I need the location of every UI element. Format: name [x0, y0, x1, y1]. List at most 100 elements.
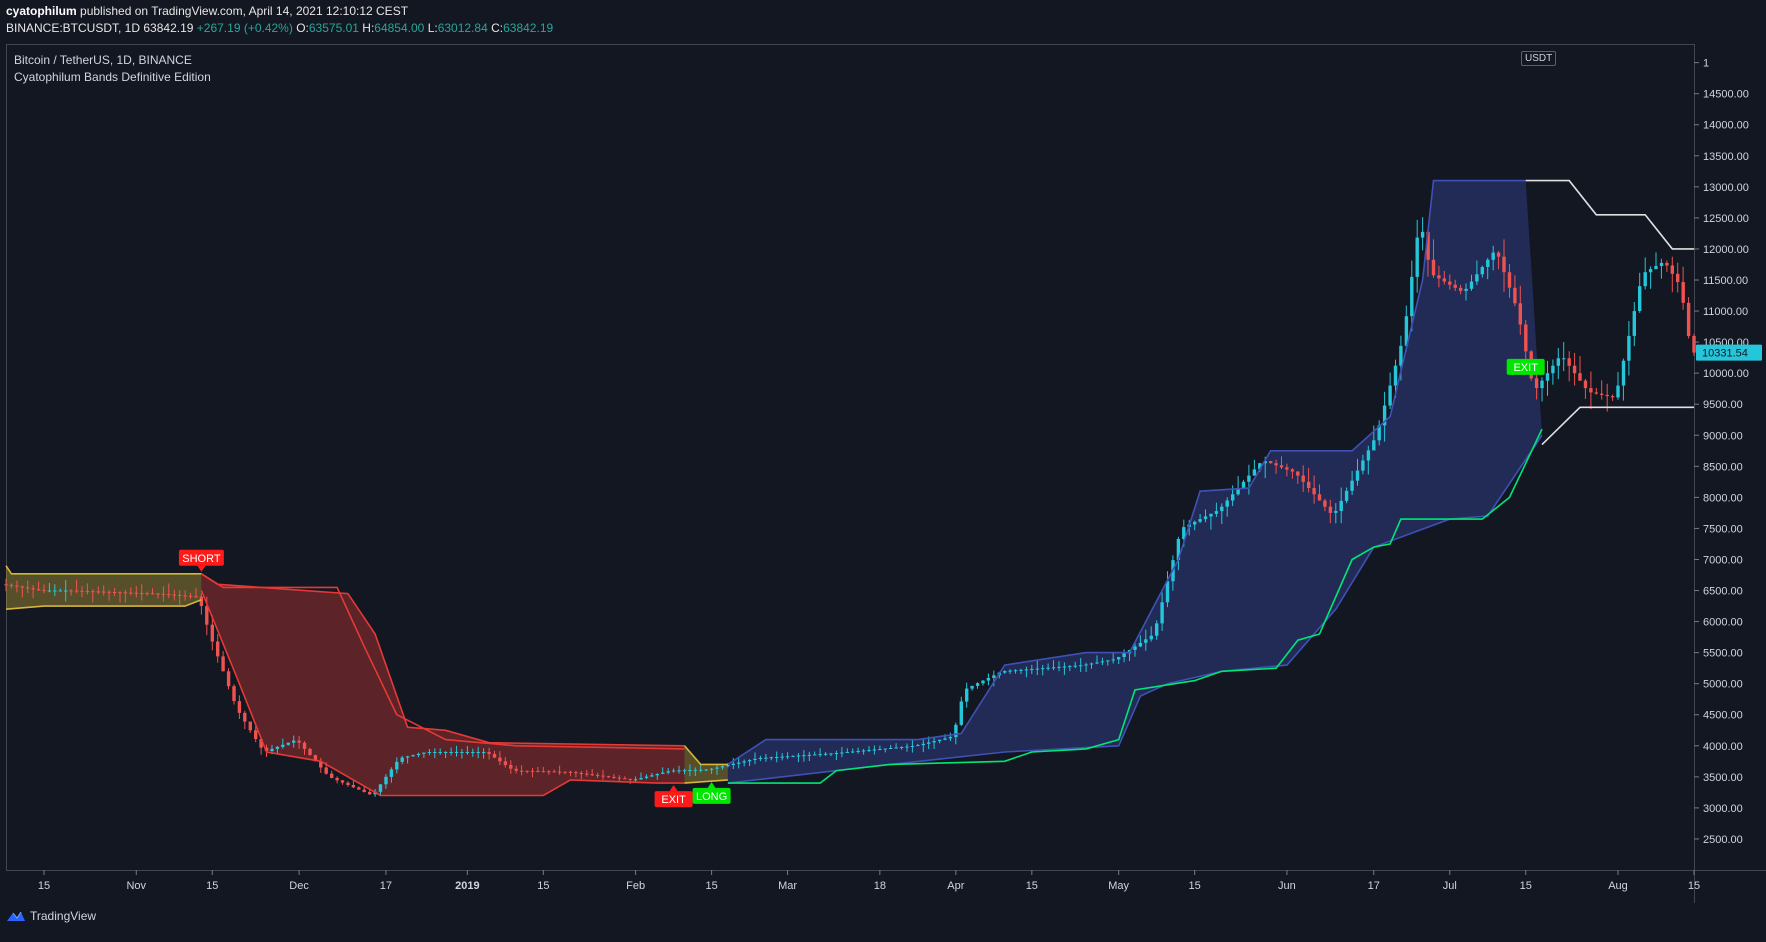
candle-body: [1111, 659, 1115, 661]
candle-body: [1106, 660, 1110, 662]
candle-body: [64, 590, 68, 592]
footer-brand[interactable]: TradingView: [30, 909, 97, 923]
price-unit-label[interactable]: USDT: [1521, 51, 1557, 66]
candle-body: [731, 763, 735, 765]
candle-body: [449, 752, 453, 753]
candle-body: [1556, 358, 1560, 366]
candle-body: [1079, 665, 1083, 667]
candle-body: [747, 760, 752, 762]
candle-body: [563, 771, 567, 773]
candle-body: [709, 768, 714, 770]
x-tick-label: Feb: [626, 880, 645, 892]
y-tick-label-partial: 1: [1703, 58, 1709, 70]
candle-body: [595, 774, 600, 776]
candle-body: [1393, 365, 1398, 386]
candle-body: [1241, 481, 1246, 488]
signal-badge-exit[interactable]: [1506, 358, 1545, 375]
candle-body: [856, 751, 860, 752]
candle-body: [617, 777, 621, 779]
candle-body: [324, 767, 328, 774]
candle-body: [26, 587, 30, 589]
candle-body: [682, 770, 687, 772]
close-label: C:: [491, 21, 504, 35]
candle-body: [791, 755, 795, 757]
y-tick-label: 12000.00: [1703, 244, 1749, 256]
candle-body: [639, 778, 643, 780]
candle-body: [1013, 670, 1018, 672]
candle-body: [530, 770, 535, 772]
candle-body: [992, 675, 996, 678]
candle-body: [140, 593, 144, 594]
candle-body: [1339, 500, 1343, 511]
candle-body: [889, 748, 893, 749]
y-tick-label: 8000.00: [1703, 492, 1743, 504]
candle-body: [476, 752, 480, 753]
candle-body: [31, 588, 35, 590]
band-line-yellow-upper: [5, 565, 202, 575]
candle-body: [764, 757, 768, 759]
legend-symbol-title: Bitcoin / TetherUS, 1D, BINANCE: [14, 53, 192, 67]
signal-badge-long[interactable]: [692, 787, 731, 804]
candle-body: [1518, 303, 1522, 325]
x-tick-label: 15: [1189, 880, 1201, 892]
candle-body: [378, 784, 383, 792]
author-name[interactable]: cyatophilum: [6, 4, 77, 18]
candle-body: [1312, 488, 1316, 495]
candle-body: [503, 761, 508, 765]
x-tick-label: 17: [1368, 880, 1380, 892]
candle-body: [1404, 316, 1409, 346]
candle-body: [1182, 527, 1186, 539]
candle-body: [1247, 475, 1251, 482]
y-tick-label: 7000.00: [1703, 554, 1743, 566]
legend-indicator-name[interactable]: Cyatophilum Bands Definitive Edition: [14, 70, 211, 84]
signal-badge-short[interactable]: [178, 549, 224, 566]
candle-body: [1654, 266, 1658, 270]
candle-body: [205, 606, 209, 625]
time-axis[interactable]: 15 Nov 15 Dec 17 2019 15 Feb 15 Mar 18 Apr 15 May 15 Ju…: [38, 870, 1700, 892]
last-price: 63842.19: [143, 21, 194, 35]
candle-body: [313, 755, 318, 762]
candle-body: [1350, 480, 1354, 491]
x-tick-label: 15: [705, 880, 717, 892]
band-fill-blue: [727, 180, 1542, 784]
candle-body: [916, 745, 920, 747]
candle-body: [937, 739, 942, 742]
candle-body: [102, 591, 106, 593]
candle-body: [688, 770, 692, 771]
candle-body: [1008, 670, 1012, 672]
candle-body: [1567, 358, 1571, 366]
candle-body: [574, 772, 578, 774]
signal-badge-exit[interactable]: [654, 791, 693, 808]
candle-body: [628, 778, 632, 780]
price-change: +267.19 (+0.42%): [196, 21, 293, 35]
close-value: 63842.19: [503, 21, 554, 35]
candle-body: [1160, 602, 1164, 624]
candle-body: [416, 753, 421, 756]
last-price-label: 10331.54: [1702, 348, 1748, 360]
x-tick-label: Apr: [947, 880, 964, 892]
candle-body: [107, 591, 111, 593]
candle-body: [1279, 465, 1284, 468]
last-price-marker[interactable]: [1696, 344, 1762, 361]
candle-body: [1458, 287, 1463, 291]
candle-body: [1035, 668, 1039, 670]
candle-body: [389, 769, 394, 777]
candle-body: [547, 771, 551, 773]
candle-body: [264, 747, 269, 751]
candle-body: [330, 773, 334, 778]
candle-body: [1410, 276, 1414, 317]
candle-body: [557, 771, 562, 773]
x-tick-label: Aug: [1608, 880, 1628, 892]
price-axis[interactable]: 2500.00 3000.00 3500.00 4000.00 4500.00 5000.…: [1694, 58, 1762, 846]
candle-body: [145, 593, 149, 595]
x-tick-label: Jul: [1443, 880, 1457, 892]
candle-body: [1442, 278, 1446, 282]
line-layer: [5, 179, 1694, 797]
high-value: 64854.00: [374, 21, 425, 35]
candle-body: [1469, 281, 1474, 289]
candle-body: [1540, 380, 1544, 389]
candle-body: [297, 740, 301, 743]
candle-body: [1692, 336, 1696, 353]
